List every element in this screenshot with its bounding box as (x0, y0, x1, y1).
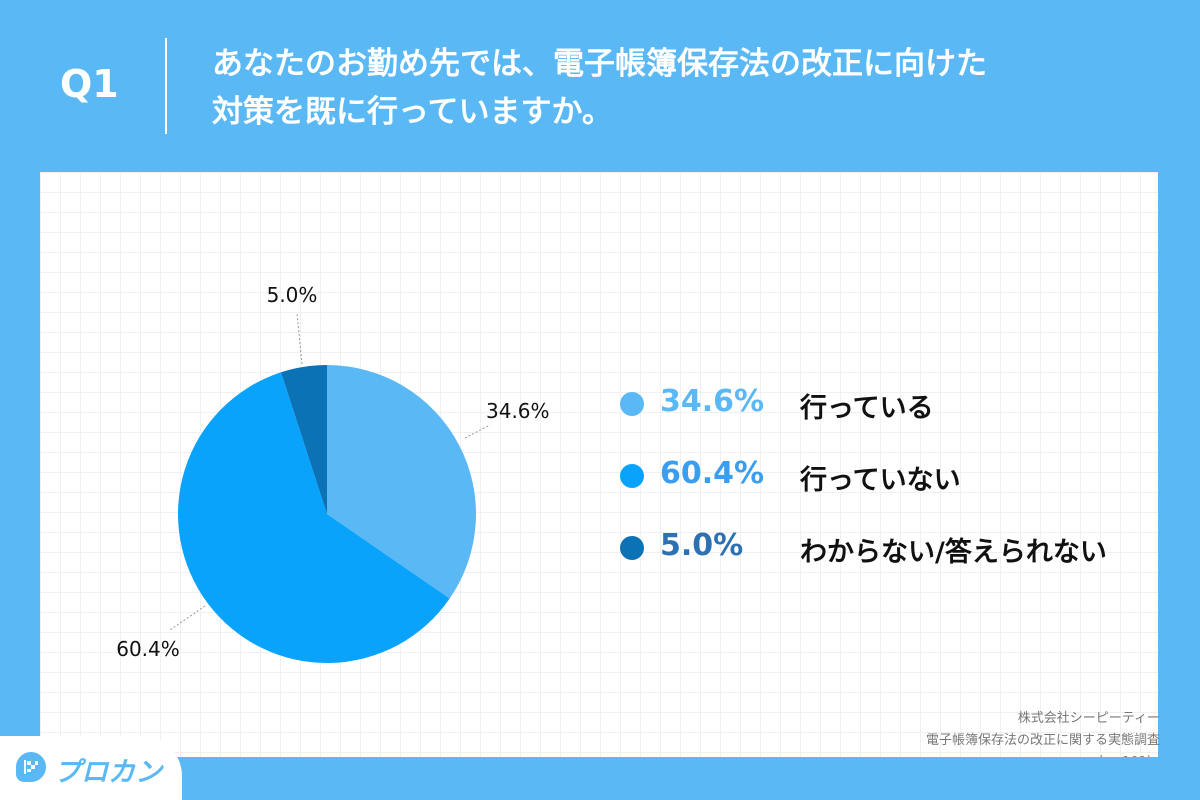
slice-done (327, 365, 477, 599)
footer-band (0, 757, 1200, 800)
header: Q1 あなたのお勤め先では、電子帳簿保存法の改正に向けた 対策を既に行っています… (0, 0, 1200, 170)
question-line-2: 対策を既に行っていますか。 (212, 94, 613, 130)
leader-line (169, 605, 206, 631)
source-survey: 電子帳簿保存法の改正に関する実態調査 (925, 733, 1160, 748)
legend-label-unknown: わからない/答えられない (800, 537, 1107, 568)
source-company: 株式会社シーピーティー (1017, 711, 1160, 726)
question-line-1: あなたのお勤め先では、電子帳簿保存法の改正に向けた (212, 46, 987, 82)
question-title: あなたのお勤め先では、電子帳簿保存法の改正に向けた 対策を既に行っていますか。 (212, 40, 1172, 136)
legend: 34.6% 行っている 60.4% 行っていない 5.0% わからない/答えられ… (620, 384, 1160, 600)
legend-item-unknown: 5.0% わからない/答えられない (620, 528, 1160, 600)
legend-label-done: 行っている (800, 393, 934, 424)
legend-item-not-done: 60.4% 行っていない (620, 456, 1160, 528)
legend-dot-done (620, 392, 644, 416)
legend-pct-unknown: 5.0% (660, 528, 744, 563)
legend-dot-not-done (620, 464, 644, 488)
legend-pct-not-done: 60.4% (660, 456, 765, 491)
flag-icon (16, 752, 46, 782)
legend-item-done: 34.6% 行っている (620, 384, 1160, 456)
header-divider (165, 38, 167, 134)
legend-pct-done: 34.6% (660, 384, 765, 419)
question-number: Q1 (60, 62, 119, 106)
slice-not-done (177, 372, 450, 663)
procan-logo: プロカン (0, 736, 182, 800)
logo-text: プロカン (54, 757, 162, 788)
legend-dot-unknown (620, 536, 644, 560)
slice-unknown (280, 365, 327, 514)
slice-label-not-done: 60.4% (116, 637, 180, 661)
legend-label-not-done: 行っていない (800, 465, 961, 496)
slice-label-done: 34.6% (486, 399, 550, 423)
slice-label-unknown: 5.0% (267, 283, 318, 307)
leader-line (464, 424, 491, 439)
leader-line (296, 312, 303, 365)
